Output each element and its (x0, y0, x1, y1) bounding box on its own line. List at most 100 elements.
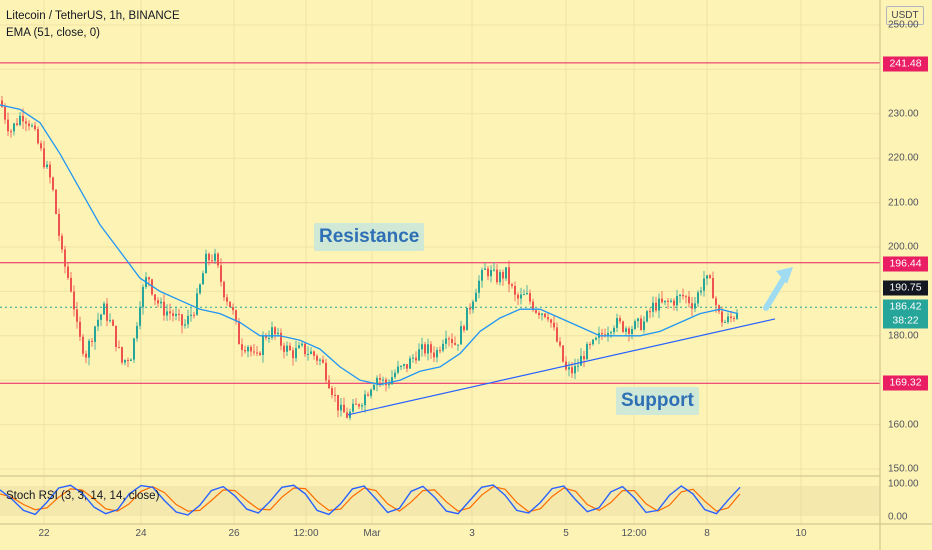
price-tick-label: 250.00 (888, 19, 919, 31)
candle-body (199, 284, 201, 294)
candle-body (106, 303, 108, 321)
candle-body (190, 314, 192, 316)
candle-body (616, 318, 618, 328)
high-mark-badge: 190.75 (883, 280, 928, 296)
candle-body (442, 343, 444, 351)
candle-body (55, 189, 57, 214)
candle-body (346, 412, 348, 418)
candle-body (535, 310, 537, 313)
candle-body (673, 300, 675, 306)
time-tick-label: 26 (228, 528, 240, 539)
candle-body (94, 326, 96, 342)
candle-body (643, 321, 645, 330)
candle-body (160, 301, 162, 304)
candle-body (223, 281, 225, 298)
candle-body (679, 294, 681, 296)
candle-body (310, 351, 312, 354)
candle-body (448, 338, 450, 340)
price-tick-label: 180.00 (888, 330, 919, 342)
candle-body (7, 119, 9, 132)
candle-body (640, 318, 642, 330)
candle-body (706, 275, 708, 279)
candle-body (688, 296, 690, 304)
candle-body (328, 380, 330, 389)
time-tick-label: Mar (363, 528, 381, 539)
candle-body (4, 106, 6, 120)
candle-body (373, 384, 375, 390)
candle-body (382, 379, 384, 381)
stoch-tick-100: 100.00 (888, 478, 919, 490)
candle-body (280, 332, 282, 346)
time-tick-label: 10 (795, 528, 807, 539)
time-tick-label: 5 (563, 528, 569, 539)
candle-body (472, 301, 474, 310)
candle-body (205, 253, 207, 274)
candle-body (127, 359, 129, 361)
grid-lines (0, 0, 880, 524)
candle-body (334, 394, 336, 396)
candle-body (193, 314, 195, 316)
candle-body (283, 345, 285, 352)
candle-body (538, 312, 540, 315)
candle-body (697, 292, 699, 304)
candle-body (256, 352, 258, 354)
price-tick-label: 220.00 (888, 152, 919, 164)
price-tick-label: 210.00 (888, 197, 919, 209)
candle-body (490, 269, 492, 277)
candle-body (520, 294, 522, 299)
price-tick-label: 230.00 (888, 108, 919, 120)
candle-body (661, 298, 663, 303)
stoch-tick-0: 0.00 (888, 511, 908, 523)
candle-body (43, 148, 45, 168)
candle-body (664, 300, 666, 303)
candle-body (301, 343, 303, 346)
candle-body (46, 164, 48, 168)
candle-body (73, 291, 75, 310)
candle-body (286, 345, 288, 352)
candle-body (622, 321, 624, 332)
candle-body (601, 333, 603, 335)
candle-body (547, 317, 549, 320)
candle-body (574, 365, 576, 374)
candle-body (16, 123, 18, 125)
candle-body (292, 350, 294, 359)
currency-unit-button[interactable]: USDT (886, 6, 924, 25)
candle-body (13, 123, 15, 132)
candle-body (397, 366, 399, 373)
candle-body (469, 307, 471, 310)
candle-body (211, 260, 213, 262)
candle-body (511, 284, 513, 286)
candle-body (313, 351, 315, 356)
candle-body (415, 357, 417, 361)
candle-body (730, 316, 732, 318)
candle-body (34, 125, 36, 130)
candle-body (508, 267, 510, 285)
resistance-level-badge: 241.48 (883, 56, 928, 72)
candle-body (268, 337, 270, 339)
candle-body (523, 294, 525, 296)
candle-body (25, 121, 27, 124)
candle-body (133, 338, 135, 360)
ema-indicator-label[interactable]: EMA (51, close, 0) (6, 27, 100, 39)
candle-body (385, 379, 387, 386)
candle-body (484, 268, 486, 270)
candle-body (109, 320, 111, 322)
candle-body (361, 405, 363, 407)
candle-body (31, 125, 33, 127)
resistance-annotation[interactable]: Resistance (314, 223, 425, 251)
candle-body (634, 321, 636, 329)
candle-body (202, 273, 204, 285)
candle-body (733, 317, 735, 319)
candle-body (430, 344, 432, 353)
candle-body (265, 335, 267, 338)
candle-body (403, 364, 405, 366)
candle-body (496, 269, 498, 283)
support-annotation[interactable]: Support (616, 387, 699, 415)
stoch-rsi-indicator-label[interactable]: Stoch RSI (3, 3, 14, 14, close) (6, 490, 160, 502)
candle-body (76, 309, 78, 322)
candle-body (61, 235, 63, 250)
candle-body (439, 350, 441, 352)
projection-arrow (763, 266, 793, 311)
candle-body (79, 321, 81, 337)
